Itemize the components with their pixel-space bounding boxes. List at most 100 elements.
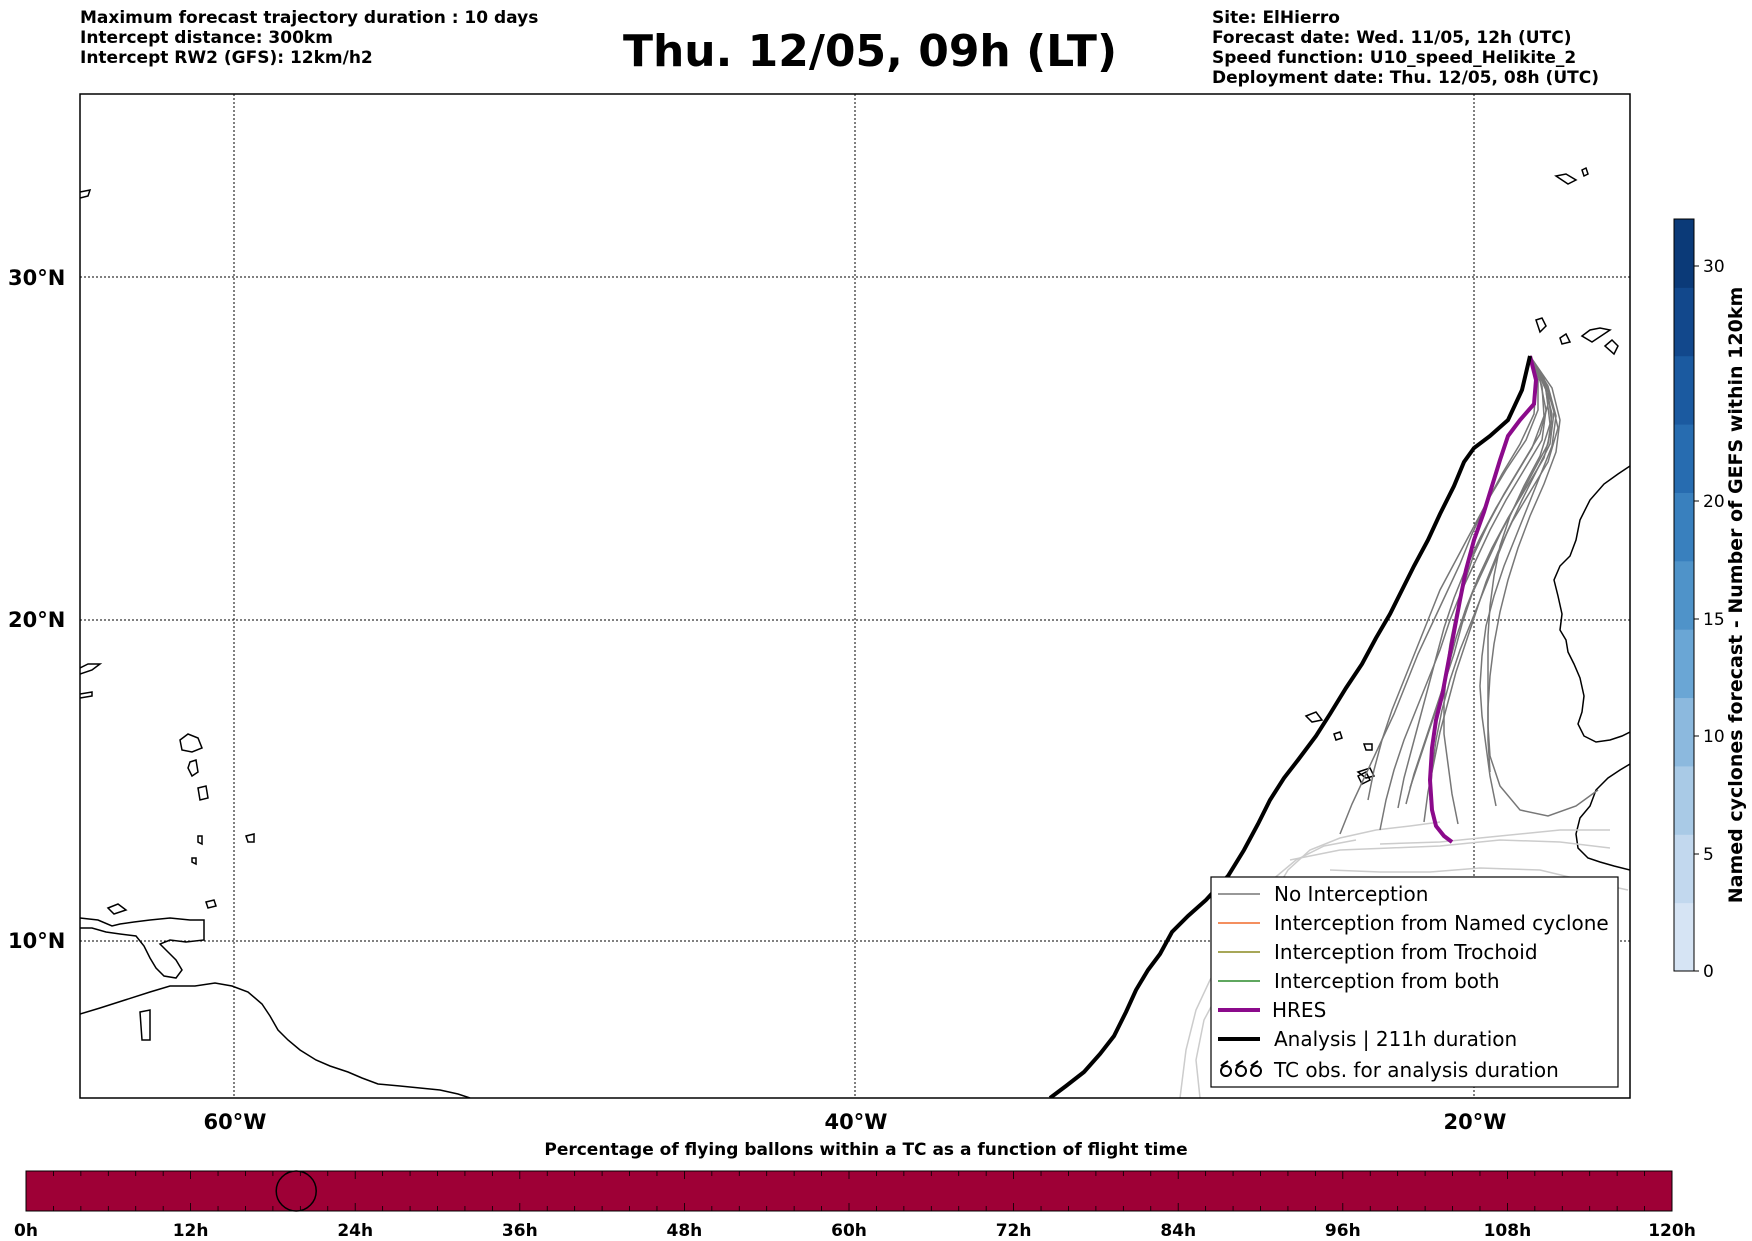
no-interception-track [1487,355,1561,773]
tenerife-island [1559,332,1572,345]
time-bar-tick-label: 72h [996,1221,1032,1241]
legend-label-analysis: Analysis | 211h duration [1274,1027,1517,1051]
deployment-date-text: Deployment date: Thu. 12/05, 08h (UTC) [1212,68,1599,88]
coast-inlet [139,1009,151,1041]
time-bar: Percentage of flying ballons within a TC… [14,1140,1696,1241]
cape-verde-island-d [1333,731,1343,741]
colorbar-tick-20: 20 [1703,492,1725,512]
hres-track [1427,355,1539,844]
intercept-rw2-text: Intercept RW2 (GFS): 12km/h2 [80,48,373,68]
colorbar-segment [1674,424,1694,493]
grenada-island [191,857,197,866]
colorbar-segment [1674,902,1694,972]
cape-verde-island-c [1356,767,1376,779]
lon-label-40w: 40°W [825,1110,888,1134]
map-title: Thu. 12/05, 09h (LT) [622,26,1118,77]
coastlines-west [80,189,471,1098]
colorbar-tick-10: 10 [1703,727,1725,747]
no-interception-track [1487,355,1599,817]
colorbar-segment [1674,287,1694,357]
time-bar-tick-label: 84h [1160,1221,1196,1241]
colorbar-frame [1673,218,1695,972]
legend-label-tc-obs: TC obs. for analysis duration [1273,1058,1559,1082]
colorbar-ticks [1694,265,1699,972]
lanzarote-island [1603,338,1619,356]
header-left-info: Maximum forecast trajectory duration : 1… [80,8,538,68]
colorbar-segment [1674,834,1694,904]
intercept-distance-text: Intercept distance: 300km [80,28,333,48]
time-bar-tick-label: 120h [1648,1221,1696,1241]
puerto-rico-island [80,663,103,675]
colorbar-label: Named cyclones forecast - Number of GEFS… [1725,287,1747,904]
cape-verde-island-a [1304,711,1324,723]
no-interception-track [1339,355,1537,835]
colorbar-segment [1674,697,1694,767]
colorbar-tick-15: 15 [1703,610,1725,630]
faint-track [1289,839,1611,861]
madeira-island [1554,173,1578,185]
time-bar-tick-label: 60h [831,1221,867,1241]
la-palma-island [1535,317,1547,334]
time-bar-tick-label: 12h [173,1221,209,1241]
map-legend: No Interception Interception from Named … [1210,876,1619,1088]
barbados-island [245,833,255,843]
time-bar-tick-label: 36h [502,1221,538,1241]
legend-label-both: Interception from both [1274,969,1500,993]
colorbar-segment [1674,765,1694,835]
no-interception-track [1409,355,1553,789]
bermuda-island [80,189,92,199]
venezuela-trinidad-coast [80,917,205,979]
colorbar-segments [1674,219,1694,972]
tc-obs-icon [1220,1060,1262,1077]
colorbar-tick-30: 30 [1703,257,1725,277]
legend-label-no-interception: No Interception [1274,882,1428,906]
header-right-info: Site: ElHierro Forecast date: Wed. 11/05… [1212,8,1599,88]
st-vincent-island [197,835,203,846]
dominica-island [187,759,199,778]
legend-box [1210,876,1619,1088]
faint-track [1379,829,1610,845]
time-bar-tick-label: 0h [14,1221,38,1241]
colorbar-tick-0: 0 [1703,962,1714,982]
guadeloupe-island [179,733,203,753]
colorbar-segment [1674,629,1694,699]
madeira-islet [1581,166,1589,178]
speed-function-text: Speed function: U10_speed_Helikite_2 [1212,48,1577,68]
analysis-track [1048,355,1532,1098]
cape-verde-island-b [1356,770,1372,786]
time-bar-tick-label: 108h [1484,1221,1532,1241]
senegal-guinea-coast [1575,763,1630,871]
time-bar-marker [275,1170,317,1212]
no-interception-track [1367,355,1539,801]
lat-label-20n: 20°N [8,608,65,632]
max-duration-text: Maximum forecast trajectory duration : 1… [80,8,539,28]
coastlines-east [1304,166,1630,871]
time-bar-tick-label: 96h [1325,1221,1361,1241]
island-a [80,691,93,699]
colorbar-segment [1674,560,1694,630]
legend-label-trochoid: Interception from Trochoid [1274,940,1538,964]
cape-verde-island-e [1362,743,1373,751]
martinique-island [197,785,209,801]
south-america-coast [80,982,471,1098]
aruba-curacao-island [106,903,128,915]
tobago-island [205,899,217,909]
lat-label-10n: 10°N [8,929,65,953]
map-frame [79,93,1631,1099]
time-bar-tick-label: 24h [337,1221,373,1241]
lon-label-60w: 60°W [204,1110,267,1134]
fuerteventura-island [1580,327,1612,343]
colorbar-segment [1674,355,1694,425]
no-interception-track [1479,355,1557,807]
no-interception-track [1397,355,1545,809]
forecast-date-text: Forecast date: Wed. 11/05, 12h (UTC) [1212,28,1572,48]
colorbar: 30 20 15 10 5 0 Named cyclones forecast … [1673,218,1747,982]
colorbar-segment [1674,492,1694,562]
west-africa-coast [1553,465,1630,743]
site-text: Site: ElHierro [1212,8,1340,28]
time-bar-tick-label: 48h [667,1221,703,1241]
colorbar-segment [1674,219,1694,288]
lat-label-30n: 30°N [8,266,65,290]
lon-label-20w: 20°W [1444,1110,1507,1134]
time-bar-minor-ticks [25,1171,1673,1211]
